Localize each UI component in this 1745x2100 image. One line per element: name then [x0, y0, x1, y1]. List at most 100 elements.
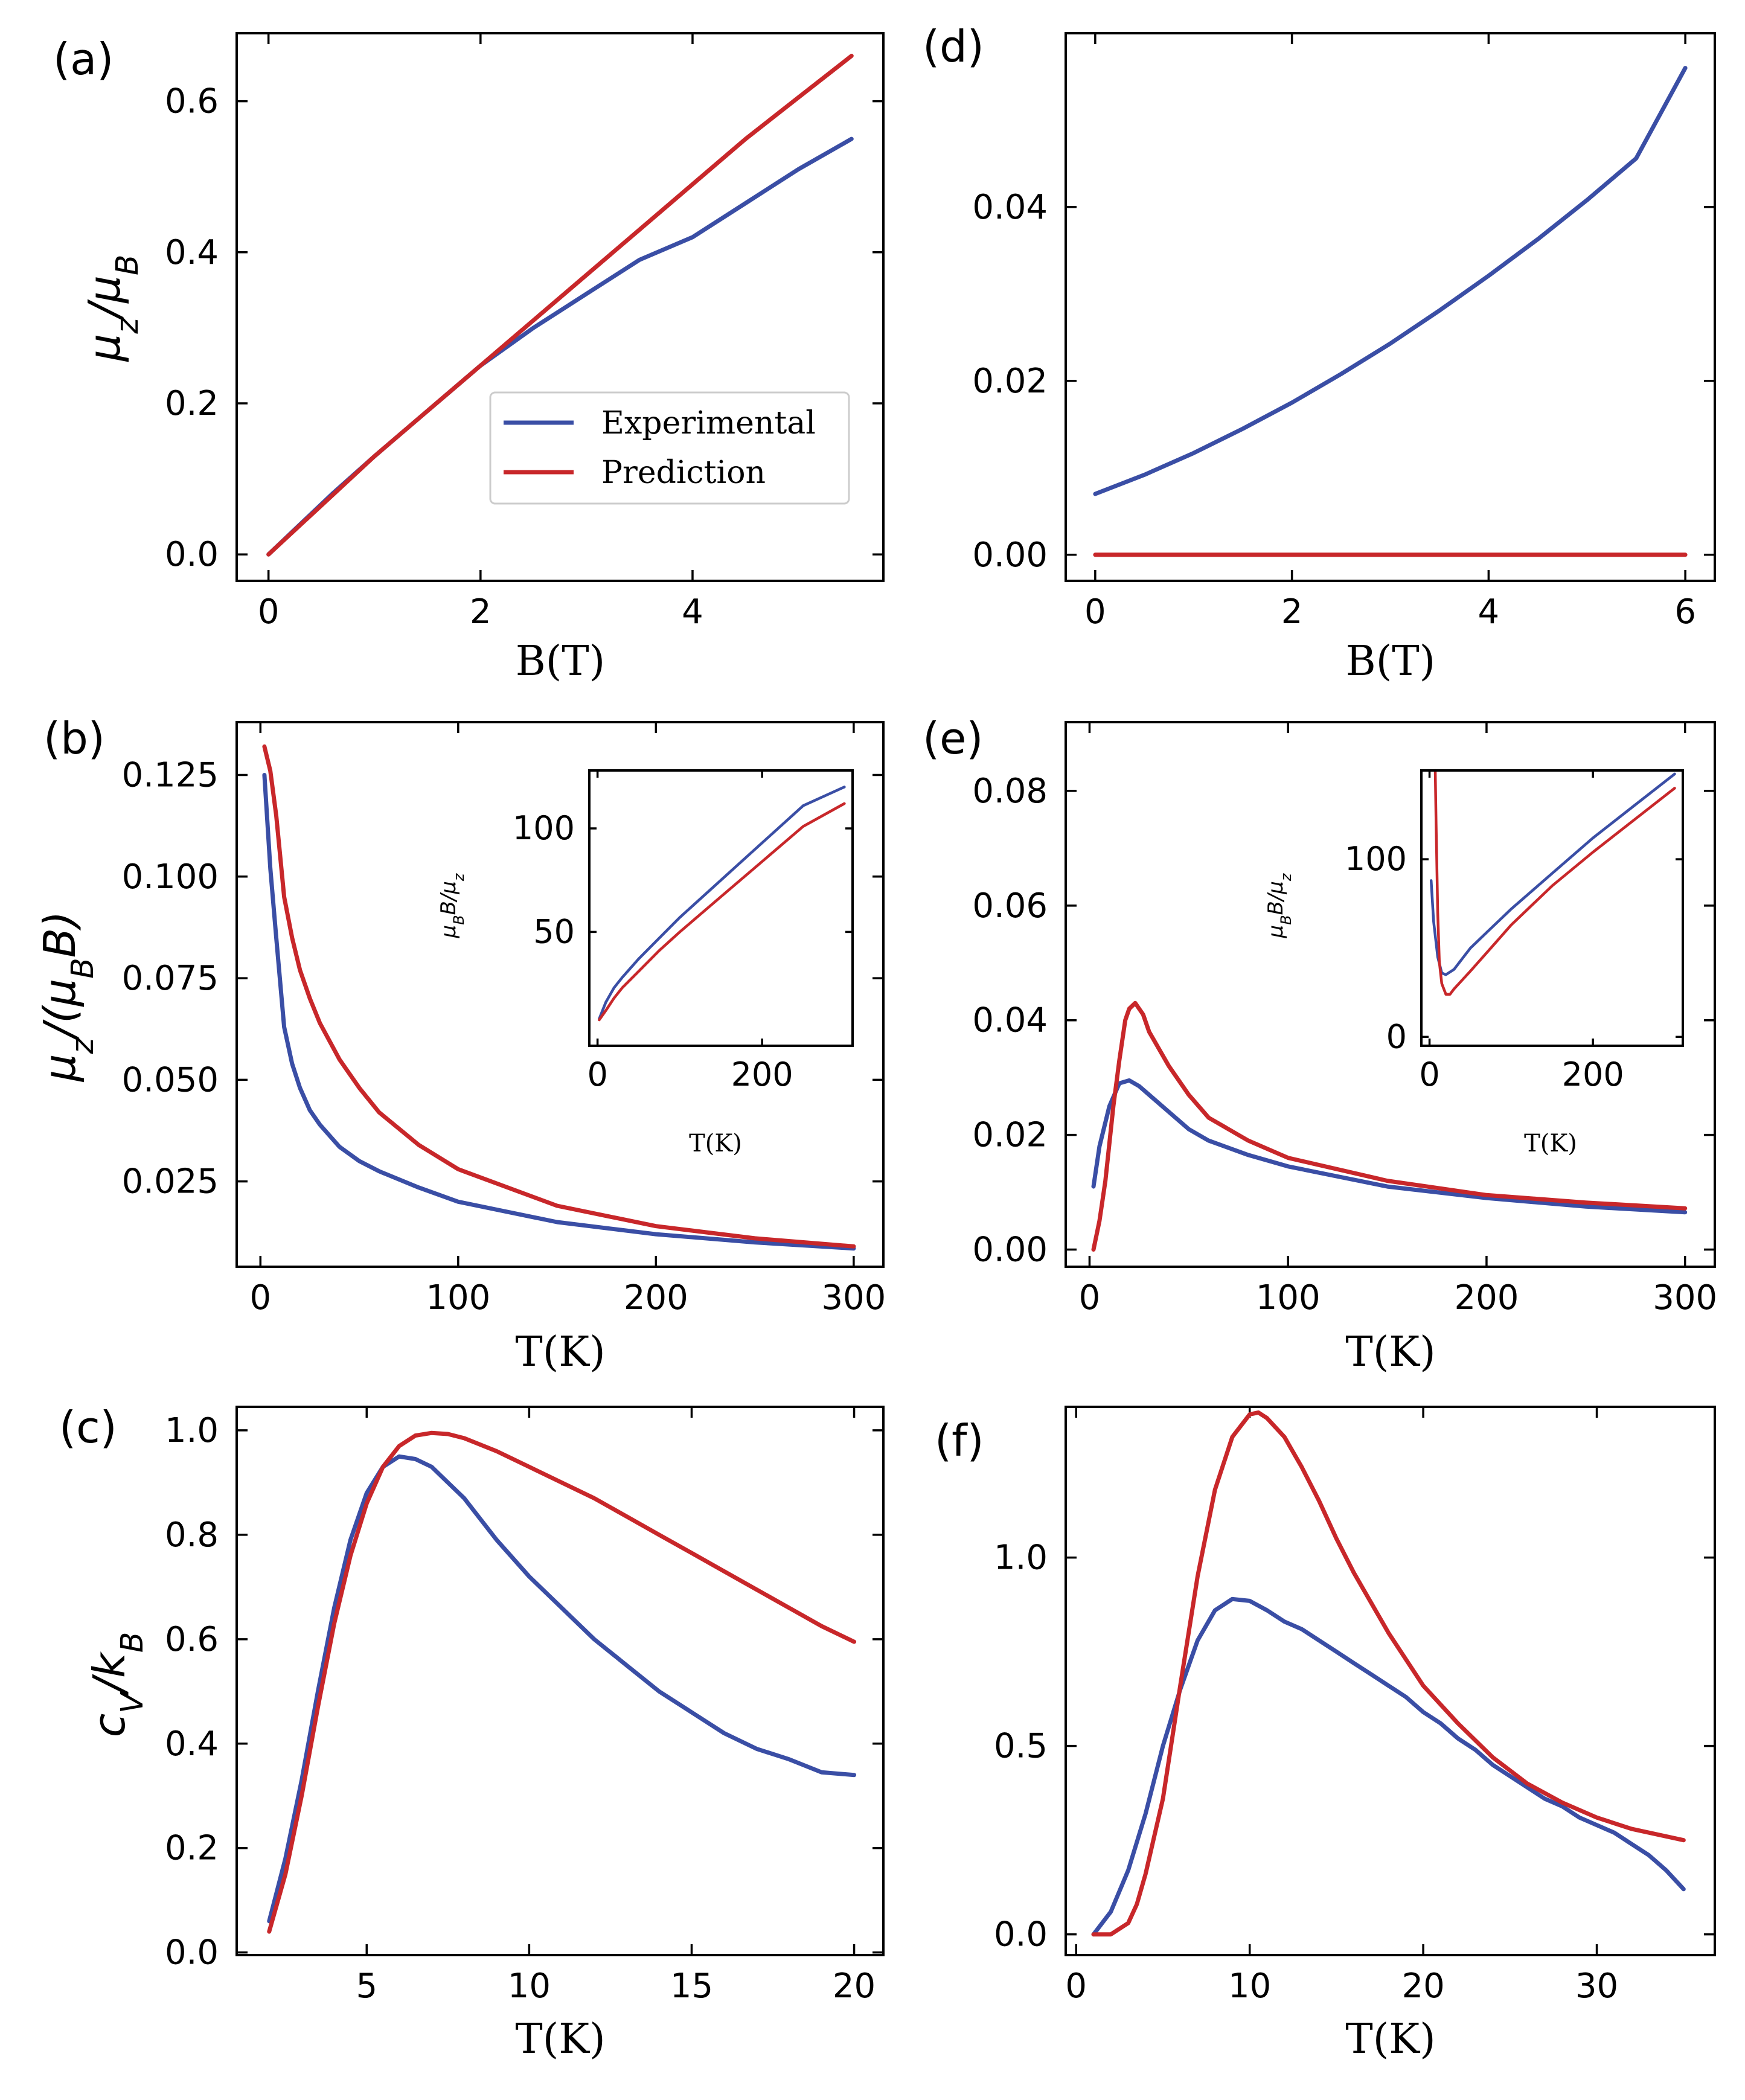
series-experimental-line	[1093, 66, 1688, 496]
legend-box	[489, 391, 850, 505]
x-tick-label: 100	[1256, 1278, 1321, 1317]
series-experimental-line	[1091, 1596, 1686, 1937]
y-tick-label: 0.04	[972, 188, 1048, 227]
y-tick-label: 0.0	[165, 1933, 219, 1973]
x-tick-label: 2	[470, 592, 491, 632]
series-prediction-line	[1433, 769, 1676, 996]
inset-y-axis-label-e: μBB/μz	[1264, 873, 1295, 938]
panel-d: 0 2 4 6 0.00 0.02 0.04	[972, 32, 1716, 632]
x-tick-label: 100	[426, 1278, 490, 1317]
y-tick-label: 0.050	[122, 1060, 219, 1100]
x-axis-label-d: B(T)	[1346, 638, 1435, 685]
x-axis-label-c: T(K)	[515, 2015, 605, 2063]
y-tick-label: 0.0	[994, 1915, 1048, 1954]
inset-y-axis-label-b: μBB/μz	[437, 873, 467, 938]
x-tick-label: 6	[1674, 592, 1696, 632]
series-prediction-line	[266, 54, 854, 557]
y-tick-label: 0.6	[165, 82, 219, 121]
x-tick-label: 0	[1419, 1055, 1439, 1093]
panel-b: 0 100 200 300 0.025 0.050 0.075 0.100 0.125	[122, 721, 886, 1317]
x-axis-label-a: B(T)	[516, 638, 605, 685]
inset-background	[589, 770, 853, 1046]
x-tick-label: 0	[249, 1278, 271, 1317]
series-experimental-line	[262, 773, 856, 1251]
y-tick-label: 0.5	[994, 1727, 1048, 1766]
panel-label-d: (d)	[923, 21, 984, 72]
panel-label-c: (c)	[59, 1402, 117, 1453]
x-tick-label: 30	[1575, 1967, 1618, 2006]
x-tick-label: 4	[1478, 592, 1500, 632]
inset-e: 0 200 0 100	[1345, 769, 1684, 1093]
y-tick-label: 0.100	[122, 857, 219, 897]
plot-frame	[1065, 721, 1716, 1268]
panel-a: 0 2 4 0.0 0.2 0.4 0.6	[165, 32, 885, 632]
y-tick-label: 0.4	[165, 1724, 219, 1764]
legend: Experimental Prediction	[489, 391, 850, 505]
y-tick-label: 100	[513, 809, 575, 847]
x-axis-label-e: T(K)	[1345, 1328, 1435, 1376]
series-experimental-line	[1091, 1078, 1688, 1215]
y-axis-label-c: cV/kB	[84, 1632, 150, 1738]
series-prediction-line	[262, 744, 856, 1249]
x-tick-label: 4	[682, 592, 703, 632]
series-prediction-line	[1091, 1000, 1688, 1252]
x-tick-label: 10	[508, 1967, 551, 2006]
inset-x-axis-label-e: T(K)	[1524, 1130, 1577, 1157]
y-tick-label: 0.2	[165, 1829, 219, 1868]
inset-x-axis-label-b: T(K)	[689, 1130, 742, 1157]
x-axis-label-b: T(K)	[515, 1328, 605, 1376]
y-tick-label: 1.0	[994, 1538, 1048, 1578]
x-tick-label: 200	[1454, 1278, 1519, 1317]
series-prediction-line	[598, 802, 846, 1022]
y-tick-label: 0.02	[972, 362, 1048, 401]
x-tick-label: 200	[731, 1055, 793, 1093]
y-tick-label: 0.08	[972, 772, 1048, 811]
inset-b: 0 200 50 100	[513, 769, 854, 1093]
y-tick-label: 0.6	[165, 1620, 219, 1659]
legend-entry-experimental: Experimental	[601, 405, 816, 441]
series-experimental-line	[267, 1454, 857, 1924]
x-tick-label: 0	[258, 592, 280, 632]
x-tick-label: 200	[1562, 1055, 1624, 1093]
legend-entry-prediction: Prediction	[601, 455, 766, 491]
panel-label-a: (a)	[53, 34, 114, 85]
plot-frame	[1065, 32, 1716, 582]
x-axis-label-f: T(K)	[1345, 2015, 1435, 2063]
y-tick-label: 0.025	[122, 1162, 219, 1202]
y-tick-label: 50	[533, 912, 575, 950]
plot-frame	[1065, 1406, 1716, 1956]
x-tick-label: 15	[670, 1967, 713, 2006]
y-tick-label: 0.06	[972, 886, 1048, 926]
x-tick-label: 2	[1281, 592, 1303, 632]
x-tick-label: 0	[1065, 1967, 1087, 2006]
x-tick-label: 10	[1228, 1967, 1271, 2006]
y-tick-label: 0.04	[972, 1001, 1048, 1040]
x-tick-label: 200	[624, 1278, 688, 1317]
y-tick-label: 0	[1386, 1017, 1407, 1055]
y-tick-label: 0.0	[165, 535, 219, 574]
y-tick-label: 0.125	[122, 756, 219, 795]
x-tick-label: 0	[587, 1055, 607, 1093]
plot-frame	[588, 769, 854, 1047]
panel-label-e: (e)	[923, 713, 983, 764]
plot-frame	[235, 721, 885, 1268]
plot-frame	[1420, 769, 1684, 1047]
y-tick-label: 0.2	[165, 384, 219, 423]
x-tick-label: 300	[1653, 1278, 1717, 1317]
x-tick-label: 20	[1401, 1967, 1444, 2006]
x-tick-label: 0	[1079, 1278, 1101, 1317]
plot-frame	[235, 1406, 885, 1956]
series-experimental-line	[598, 786, 846, 1020]
panel-label-b: (b)	[43, 713, 105, 764]
y-axis-label-b: μz/(μBB)	[34, 911, 100, 1082]
x-tick-label: 5	[356, 1967, 377, 2006]
x-tick-label: 0	[1084, 592, 1106, 632]
y-axis-label-a: μz/μB	[79, 255, 145, 362]
panel-label-f: (f)	[935, 1415, 984, 1466]
y-tick-label: 0.00	[972, 536, 1048, 575]
panel-e: 0 100 200 300 0.00 0.02 0.04 0.06 0.08	[972, 721, 1717, 1317]
y-tick-label: 0.02	[972, 1116, 1048, 1155]
x-tick-label: 20	[833, 1967, 876, 2006]
panel-c: 5 10 15 20 0.0 0.2 0.4 0.6 0.8 1.0	[165, 1406, 885, 2006]
